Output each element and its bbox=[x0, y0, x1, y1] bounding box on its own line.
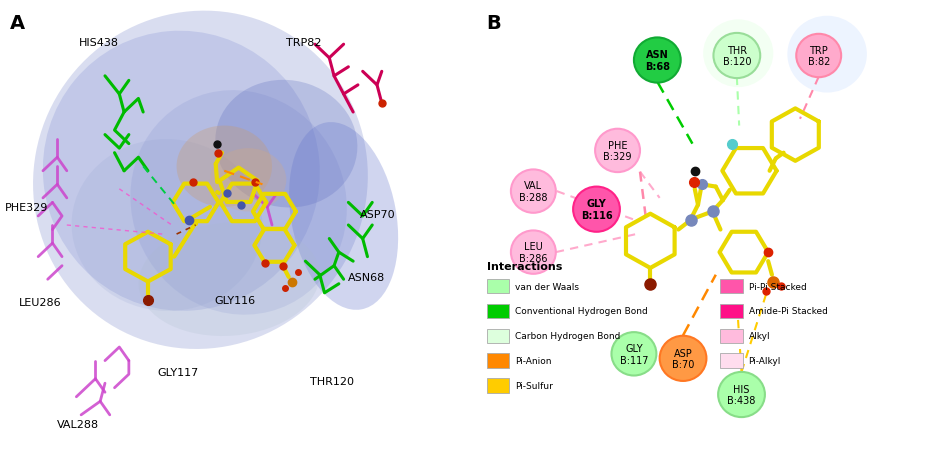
Ellipse shape bbox=[130, 91, 346, 315]
FancyBboxPatch shape bbox=[486, 279, 509, 294]
Ellipse shape bbox=[289, 123, 397, 310]
Text: THR120: THR120 bbox=[310, 376, 354, 386]
Circle shape bbox=[717, 372, 764, 417]
Text: PHE329: PHE329 bbox=[5, 202, 48, 212]
Text: TRP82: TRP82 bbox=[286, 38, 322, 48]
Text: VAL
B:288: VAL B:288 bbox=[518, 181, 547, 202]
Text: GLY
B:117: GLY B:117 bbox=[619, 343, 648, 365]
Text: PHE
B:329: PHE B:329 bbox=[602, 140, 632, 162]
FancyBboxPatch shape bbox=[486, 378, 509, 393]
Text: ASP
B:70: ASP B:70 bbox=[671, 348, 694, 369]
Circle shape bbox=[659, 336, 706, 381]
Text: ASP70: ASP70 bbox=[360, 209, 396, 219]
Text: Conventional Hydrogen Bond: Conventional Hydrogen Bond bbox=[514, 307, 647, 316]
Circle shape bbox=[611, 332, 656, 376]
Text: B: B bbox=[486, 14, 501, 32]
Ellipse shape bbox=[215, 81, 357, 208]
Text: ASN
B:68: ASN B:68 bbox=[644, 50, 669, 72]
Circle shape bbox=[713, 34, 759, 79]
Text: VAL288: VAL288 bbox=[58, 419, 99, 429]
FancyBboxPatch shape bbox=[486, 329, 509, 343]
FancyBboxPatch shape bbox=[719, 354, 742, 368]
Ellipse shape bbox=[177, 126, 272, 207]
FancyBboxPatch shape bbox=[486, 354, 509, 368]
Text: THR
B:120: THR B:120 bbox=[722, 46, 750, 67]
Ellipse shape bbox=[72, 140, 262, 311]
Text: Carbon Hydrogen Bond: Carbon Hydrogen Bond bbox=[514, 331, 619, 341]
Text: GLY116: GLY116 bbox=[214, 295, 256, 305]
Text: HIS438: HIS438 bbox=[78, 38, 119, 48]
Text: HIS
B:438: HIS B:438 bbox=[727, 384, 755, 405]
Circle shape bbox=[786, 17, 866, 93]
Text: ASN68: ASN68 bbox=[348, 272, 385, 282]
Text: Pi-Sulfur: Pi-Sulfur bbox=[514, 381, 552, 390]
Text: LEU
B:286: LEU B:286 bbox=[518, 242, 547, 263]
Text: Alkyl: Alkyl bbox=[748, 331, 769, 341]
Text: GLY
B:116: GLY B:116 bbox=[580, 199, 612, 221]
Circle shape bbox=[595, 129, 639, 173]
Text: TRP
B:82: TRP B:82 bbox=[807, 46, 829, 67]
Text: LEU286: LEU286 bbox=[19, 297, 61, 307]
Ellipse shape bbox=[42, 32, 319, 311]
Circle shape bbox=[511, 170, 555, 213]
Ellipse shape bbox=[210, 149, 286, 212]
Circle shape bbox=[796, 35, 840, 78]
FancyBboxPatch shape bbox=[719, 279, 742, 294]
Text: Amide-Pi Stacked: Amide-Pi Stacked bbox=[748, 307, 827, 316]
FancyBboxPatch shape bbox=[486, 304, 509, 318]
Text: Pi-Pi Stacked: Pi-Pi Stacked bbox=[748, 282, 805, 291]
Text: GLY117: GLY117 bbox=[158, 367, 198, 377]
Circle shape bbox=[633, 38, 680, 83]
Circle shape bbox=[702, 20, 772, 88]
Ellipse shape bbox=[33, 12, 367, 349]
Circle shape bbox=[511, 231, 555, 274]
Text: van der Waals: van der Waals bbox=[514, 282, 578, 291]
FancyBboxPatch shape bbox=[719, 329, 742, 343]
Circle shape bbox=[572, 187, 619, 232]
Text: Pi-Alkyl: Pi-Alkyl bbox=[748, 356, 780, 365]
FancyBboxPatch shape bbox=[719, 304, 742, 318]
Text: Interactions: Interactions bbox=[486, 262, 562, 272]
Text: A: A bbox=[9, 14, 25, 32]
Text: Pi-Anion: Pi-Anion bbox=[514, 356, 550, 365]
Ellipse shape bbox=[139, 223, 319, 336]
